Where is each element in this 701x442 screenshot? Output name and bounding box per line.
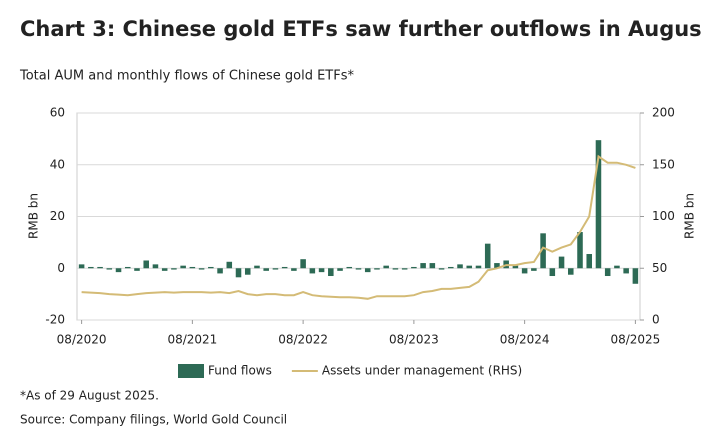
bar bbox=[438, 268, 445, 270]
bar bbox=[374, 268, 380, 270]
legend-label: Assets under management (RHS) bbox=[322, 364, 522, 378]
bar bbox=[300, 259, 306, 269]
bar bbox=[484, 243, 491, 269]
source: Source: Company filings, World Gold Coun… bbox=[20, 413, 287, 427]
bar bbox=[457, 264, 463, 269]
bar bbox=[88, 266, 94, 269]
bar bbox=[531, 268, 537, 271]
footnote: *As of 29 August 2025. bbox=[20, 389, 159, 403]
bar bbox=[254, 265, 260, 269]
bar bbox=[115, 268, 122, 273]
bar bbox=[364, 268, 371, 273]
bar bbox=[411, 266, 417, 269]
bar bbox=[161, 268, 168, 271]
bar bbox=[281, 266, 288, 269]
x-tick-label: 08/2024 bbox=[500, 333, 550, 347]
legend-label: Fund flows bbox=[208, 364, 272, 378]
bar bbox=[134, 268, 140, 271]
bar bbox=[78, 264, 85, 269]
bar bbox=[595, 140, 602, 269]
y-tick-label: 60 bbox=[50, 106, 65, 120]
bar bbox=[346, 266, 353, 269]
chart-subtitle: Total AUM and monthly flows of Chinese g… bbox=[19, 69, 354, 84]
legend-swatch bbox=[178, 364, 204, 378]
bar bbox=[420, 263, 426, 269]
y2-axis-label: RMB bn bbox=[683, 193, 697, 239]
y2-tick-label: 200 bbox=[652, 106, 675, 120]
bar bbox=[632, 268, 639, 284]
x-tick-label: 08/2023 bbox=[389, 333, 439, 347]
bar bbox=[614, 265, 620, 269]
y2-tick-label: 150 bbox=[652, 157, 675, 171]
bar bbox=[180, 265, 186, 269]
bar bbox=[235, 268, 242, 278]
bar bbox=[401, 268, 408, 270]
bar bbox=[198, 268, 205, 270]
bar bbox=[475, 265, 482, 269]
bar bbox=[217, 268, 223, 274]
x-tick-label: 08/2025 bbox=[610, 333, 660, 347]
bar bbox=[383, 265, 389, 269]
bar bbox=[540, 233, 546, 269]
bar bbox=[208, 266, 214, 269]
bar bbox=[512, 265, 519, 269]
bar bbox=[244, 268, 251, 275]
y-axis-label: RMB bn bbox=[27, 193, 41, 239]
bar bbox=[568, 268, 574, 275]
bar bbox=[429, 263, 436, 269]
bar bbox=[577, 232, 583, 269]
y-tick-label: 0 bbox=[57, 261, 65, 275]
bar bbox=[97, 266, 103, 269]
bar bbox=[171, 268, 177, 270]
y-tick-label: 20 bbox=[50, 209, 65, 223]
bar bbox=[318, 268, 325, 273]
bar bbox=[152, 264, 159, 269]
bar bbox=[521, 268, 528, 274]
chart-title: Chart 3: Chinese gold ETFs saw further o… bbox=[20, 17, 701, 41]
bar bbox=[558, 256, 565, 269]
bar bbox=[106, 268, 113, 270]
bar bbox=[291, 268, 297, 271]
bar bbox=[604, 268, 611, 277]
bar bbox=[272, 268, 279, 270]
bar bbox=[143, 260, 149, 269]
bar bbox=[355, 268, 362, 270]
bar bbox=[448, 266, 454, 269]
bar bbox=[309, 268, 316, 274]
y-tick-label: 40 bbox=[50, 157, 65, 171]
bar bbox=[392, 268, 399, 270]
bar bbox=[263, 268, 269, 271]
bar bbox=[494, 263, 500, 269]
bar bbox=[328, 268, 334, 277]
line bbox=[81, 154, 636, 300]
x-tick-label: 08/2021 bbox=[167, 333, 217, 347]
bar bbox=[466, 265, 473, 269]
bar bbox=[189, 266, 196, 269]
y2-tick-label: 0 bbox=[652, 313, 660, 327]
x-tick-label: 08/2022 bbox=[278, 333, 328, 347]
bar bbox=[623, 268, 629, 274]
y2-tick-label: 50 bbox=[652, 261, 667, 275]
bar bbox=[226, 261, 233, 269]
bar bbox=[549, 268, 556, 277]
bar bbox=[124, 266, 131, 269]
x-tick-label: 08/2020 bbox=[57, 333, 107, 347]
bar bbox=[586, 254, 593, 269]
y2-tick-label: 100 bbox=[652, 209, 675, 223]
bar bbox=[337, 268, 343, 271]
y-tick-label: -20 bbox=[45, 313, 65, 327]
